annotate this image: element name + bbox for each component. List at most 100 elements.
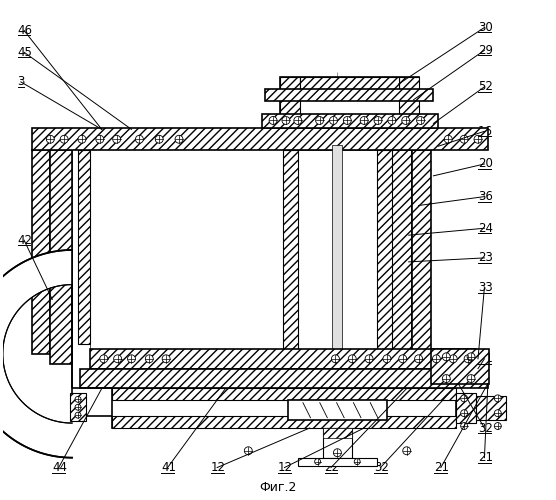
- Circle shape: [315, 458, 321, 464]
- Circle shape: [113, 136, 121, 143]
- Circle shape: [60, 136, 68, 143]
- Circle shape: [75, 412, 81, 418]
- Circle shape: [175, 136, 183, 143]
- Bar: [32, 128, 488, 150]
- Circle shape: [443, 353, 450, 361]
- Bar: [288, 400, 387, 420]
- Circle shape: [75, 396, 81, 402]
- Text: 33: 33: [478, 281, 493, 294]
- Bar: [262, 114, 438, 128]
- Circle shape: [415, 355, 423, 362]
- Text: 31: 31: [478, 352, 493, 366]
- Bar: [50, 150, 72, 364]
- Circle shape: [360, 116, 368, 124]
- Bar: [456, 394, 476, 423]
- Circle shape: [416, 116, 425, 124]
- Circle shape: [348, 355, 356, 362]
- Circle shape: [402, 116, 410, 124]
- Circle shape: [467, 353, 475, 361]
- Bar: [72, 150, 392, 354]
- Circle shape: [444, 136, 452, 143]
- Text: 21: 21: [434, 461, 449, 474]
- Circle shape: [113, 355, 122, 362]
- Text: 44: 44: [52, 461, 67, 474]
- Text: 3: 3: [18, 76, 25, 88]
- Circle shape: [403, 447, 411, 454]
- Bar: [431, 349, 489, 384]
- Text: 23: 23: [478, 252, 493, 264]
- Circle shape: [344, 116, 351, 124]
- Circle shape: [334, 449, 341, 456]
- Circle shape: [374, 116, 382, 124]
- Text: 42: 42: [18, 234, 33, 246]
- Bar: [32, 150, 50, 354]
- Text: 36: 36: [478, 190, 493, 203]
- Bar: [280, 77, 419, 128]
- Text: 45: 45: [18, 46, 32, 59]
- Circle shape: [155, 136, 163, 143]
- Bar: [377, 150, 392, 359]
- Circle shape: [136, 136, 143, 143]
- Bar: [90, 349, 476, 368]
- Text: 32: 32: [478, 422, 493, 434]
- Bar: [322, 428, 353, 458]
- Text: 24: 24: [478, 222, 493, 234]
- Text: 12: 12: [278, 461, 293, 474]
- Text: 32: 32: [374, 461, 389, 474]
- Circle shape: [494, 422, 502, 430]
- Circle shape: [330, 116, 337, 124]
- Bar: [112, 416, 456, 428]
- Circle shape: [388, 116, 396, 124]
- Text: 16: 16: [478, 125, 493, 138]
- Bar: [80, 368, 488, 388]
- Bar: [411, 150, 431, 354]
- Bar: [298, 458, 377, 466]
- Text: 46: 46: [18, 24, 33, 37]
- Bar: [298, 150, 377, 359]
- Circle shape: [316, 116, 324, 124]
- Text: 29: 29: [478, 44, 493, 57]
- Text: Фиг.2: Фиг.2: [259, 481, 297, 494]
- Bar: [280, 77, 300, 128]
- Text: 41: 41: [161, 461, 176, 474]
- Bar: [377, 150, 389, 344]
- Bar: [112, 388, 456, 400]
- Circle shape: [433, 355, 440, 362]
- Bar: [112, 388, 456, 428]
- Circle shape: [494, 410, 502, 416]
- Bar: [476, 396, 506, 420]
- Bar: [399, 77, 419, 128]
- Circle shape: [467, 374, 475, 382]
- Circle shape: [464, 355, 472, 362]
- Circle shape: [244, 447, 252, 454]
- Circle shape: [269, 116, 277, 124]
- Circle shape: [461, 410, 468, 416]
- Bar: [332, 145, 342, 433]
- Text: 20: 20: [478, 158, 493, 170]
- Circle shape: [354, 458, 360, 464]
- Text: 30: 30: [478, 21, 493, 34]
- Bar: [322, 428, 353, 438]
- Circle shape: [383, 355, 391, 362]
- Circle shape: [78, 136, 86, 143]
- Circle shape: [474, 136, 482, 143]
- Text: 21: 21: [478, 451, 493, 464]
- Bar: [300, 77, 399, 89]
- Bar: [78, 150, 90, 344]
- Circle shape: [75, 404, 81, 410]
- Bar: [70, 394, 86, 421]
- Circle shape: [331, 355, 339, 362]
- Polygon shape: [0, 250, 72, 458]
- Circle shape: [162, 355, 170, 362]
- Circle shape: [127, 355, 136, 362]
- Text: 52: 52: [478, 80, 493, 94]
- Circle shape: [96, 136, 104, 143]
- Circle shape: [494, 395, 502, 402]
- Circle shape: [282, 116, 290, 124]
- Bar: [283, 150, 298, 359]
- Circle shape: [46, 136, 54, 143]
- Circle shape: [461, 395, 468, 402]
- Circle shape: [399, 355, 406, 362]
- Circle shape: [145, 355, 153, 362]
- Text: 22: 22: [325, 461, 340, 474]
